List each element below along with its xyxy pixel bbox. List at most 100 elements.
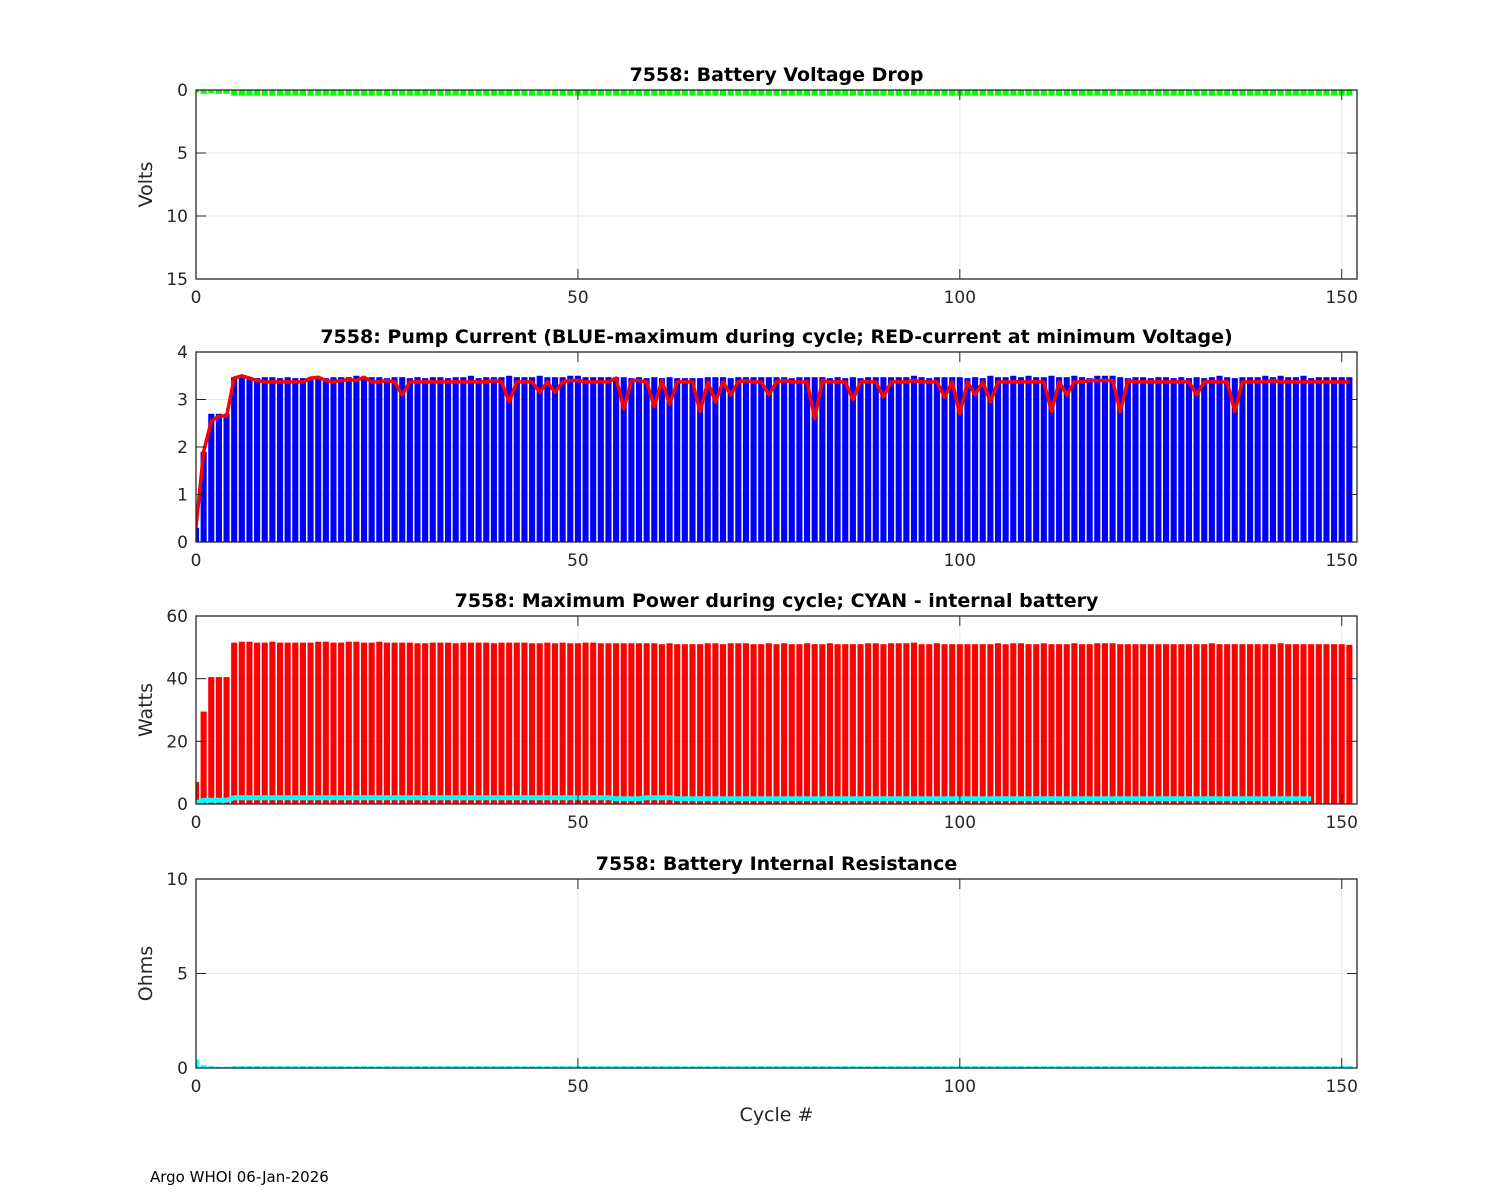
bar-maximum-during-cycle: [1323, 377, 1330, 542]
bar-voltage-drop: [223, 90, 230, 94]
bar-maximum-during-cycle: [842, 378, 849, 542]
bar-voltage-drop: [506, 90, 513, 96]
bar-internal-resistance: [567, 1066, 574, 1068]
bar-voltage-drop: [269, 90, 276, 96]
bar-internal-resistance: [781, 1066, 788, 1068]
bar-maximum-during-cycle: [597, 377, 604, 542]
x-tick-label: 150: [1325, 288, 1357, 308]
bar-maximum-during-cycle: [628, 378, 635, 542]
bar-internal-resistance: [1048, 1066, 1055, 1068]
bar-maximum-during-cycle: [796, 377, 803, 542]
bar-maximum-power: [1017, 643, 1024, 804]
bar-voltage-drop: [460, 90, 467, 96]
bar-internal-resistance: [643, 1066, 650, 1068]
bar-voltage-drop: [1208, 90, 1215, 96]
bar-maximum-during-cycle: [933, 377, 940, 542]
bar-maximum-during-cycle: [949, 377, 956, 542]
bar-maximum-power: [697, 644, 704, 804]
bar-voltage-drop: [307, 90, 314, 96]
bar-maximum-power: [735, 643, 742, 804]
bar-internal-resistance: [1269, 1066, 1277, 1068]
bar-internal-resistance: [338, 1066, 345, 1068]
bar-voltage-drop: [1231, 90, 1238, 96]
bar-maximum-during-cycle: [613, 377, 620, 542]
bar-maximum-during-cycle: [1338, 377, 1345, 542]
bar-maximum-power: [811, 644, 818, 804]
bar-maximum-power: [742, 643, 750, 804]
bar-voltage-drop: [284, 90, 291, 96]
bar-maximum-power: [1117, 644, 1124, 804]
bar-maximum-during-cycle: [956, 377, 963, 542]
bar-maximum-during-cycle: [1048, 375, 1055, 542]
bar-internal-resistance: [1262, 1066, 1269, 1068]
bar-maximum-during-cycle: [1247, 377, 1254, 542]
bar-voltage-drop: [1017, 90, 1024, 96]
bar-maximum-during-cycle: [269, 377, 276, 542]
bar-maximum-power: [506, 642, 513, 804]
bar-internal-resistance: [1071, 1066, 1078, 1068]
bar-maximum-power: [437, 642, 444, 804]
bar-maximum-power: [574, 643, 581, 804]
bar-maximum-during-cycle: [1117, 377, 1124, 542]
bar-internal-resistance: [1315, 1066, 1322, 1068]
y-tick-label: 0: [177, 1059, 188, 1079]
bar-internal-resistance: [1025, 1066, 1032, 1068]
bar-maximum-during-cycle: [315, 377, 322, 542]
bar-internal-resistance: [196, 1059, 200, 1068]
bar-maximum-during-cycle: [1254, 377, 1261, 542]
bar-voltage-drop: [1132, 90, 1139, 96]
bar-voltage-drop: [1201, 90, 1208, 96]
bar-maximum-during-cycle: [551, 377, 559, 542]
bar-maximum-power: [941, 644, 948, 804]
bar-maximum-during-cycle: [719, 377, 727, 542]
bar-maximum-during-cycle: [368, 377, 375, 542]
bar-voltage-drop: [872, 90, 879, 96]
bar-maximum-power: [315, 641, 322, 804]
bar-voltage-drop: [299, 90, 306, 96]
bar-maximum-power: [1162, 644, 1170, 804]
y-axis-label: Watts: [135, 683, 157, 737]
bar-maximum-power: [1170, 644, 1177, 804]
bar-voltage-drop: [322, 90, 329, 96]
bar-maximum-during-cycle: [1002, 377, 1009, 542]
bar-maximum-power: [467, 642, 475, 804]
y-axis-label: Volts: [135, 162, 157, 208]
bar-voltage-drop: [254, 90, 261, 96]
bar-maximum-during-cycle: [666, 377, 673, 542]
bar-internal-resistance: [1132, 1066, 1139, 1068]
bar-maximum-power: [987, 644, 994, 804]
bar-maximum-during-cycle: [994, 377, 1002, 542]
bar-voltage-drop: [452, 90, 459, 96]
bar-internal-resistance: [903, 1066, 910, 1068]
y-tick-label: 10: [166, 870, 188, 890]
bar-maximum-power: [796, 644, 803, 804]
bar-voltage-drop: [1048, 90, 1055, 96]
y-tick-label: 4: [177, 343, 188, 363]
bar-voltage-drop: [972, 90, 979, 96]
bar-maximum-during-cycle: [1033, 377, 1040, 542]
bar-maximum-power: [422, 643, 429, 804]
bar-maximum-during-cycle: [322, 378, 329, 542]
bar-voltage-drop: [406, 90, 413, 96]
bar-maximum-during-cycle: [735, 377, 742, 542]
bar-voltage-drop: [628, 90, 635, 96]
bar-maximum-during-cycle: [1124, 378, 1131, 542]
bar-maximum-power: [1247, 644, 1254, 804]
bar-voltage-drop: [1193, 90, 1200, 96]
bar-voltage-drop: [1331, 90, 1338, 96]
bar-maximum-during-cycle: [590, 377, 597, 542]
bar-maximum-power: [1063, 644, 1070, 804]
bar-maximum-power: [1239, 644, 1246, 804]
bar-maximum-power: [605, 643, 612, 804]
bar-maximum-power: [483, 642, 490, 804]
bar-internal-resistance: [383, 1066, 391, 1068]
bar-maximum-power: [1132, 644, 1139, 804]
chart-title: 7558: Maximum Power during cycle; CYAN -…: [455, 590, 1099, 612]
bar-maximum-during-cycle: [1162, 377, 1170, 542]
bar-internal-resistance: [941, 1066, 948, 1068]
bar-maximum-during-cycle: [498, 377, 505, 542]
y-tick-label: 5: [177, 965, 188, 985]
bar-voltage-drop: [330, 90, 337, 96]
bar-internal-resistance: [918, 1066, 925, 1068]
bar-internal-resistance: [1101, 1066, 1108, 1068]
